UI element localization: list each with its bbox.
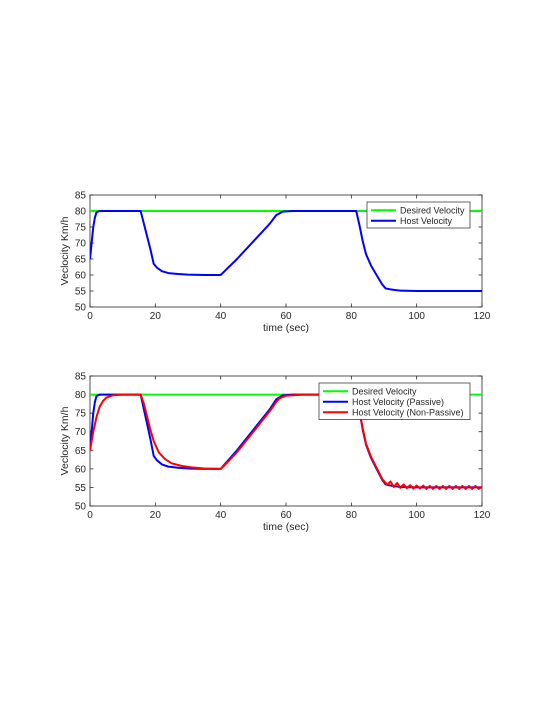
y-tick-label: 55 [75,287,87,298]
x-tick-label: 120 [474,510,491,521]
y-tick-label: 75 [75,409,87,420]
legend-entry: Desired Velocity [352,386,417,396]
x-tick-label: 0 [87,510,93,521]
y-axis-label: Veclocity Km/h [59,406,71,475]
x-axis-label: time (sec) [263,322,309,334]
x-tick-label: 100 [408,311,425,322]
x-tick-label: 40 [215,510,227,521]
series-line-2 [90,210,482,292]
y-tick-label: 70 [75,427,87,438]
x-tick-label: 20 [150,311,162,322]
y-tick-label: 60 [75,464,87,475]
x-tick-label: 80 [346,311,358,322]
y-tick-label: 50 [75,303,87,314]
y-tick-label: 70 [75,239,87,250]
y-tick-label: 80 [75,390,87,401]
y-tick-label: 80 [75,207,87,218]
y-axis-label: Veclocity Km/h [59,216,71,285]
y-tick-label: 50 [75,502,87,513]
x-tick-label: 120 [474,311,491,322]
chart-2: 0 20 40 60 80 100 120 50 55 60 65 70 75 80 85 time (sec… [59,372,491,534]
y-tick-label: 85 [75,191,87,202]
y-tick-label: 60 [75,271,87,282]
legend-box [366,201,471,229]
chart-1: 0 20 40 60 80 100 120 50 55 60 65 70 75 80 85 time (sec… [59,191,491,335]
series-line-3 [90,393,482,490]
legend-entry: Host Velocity (Non-Passive) [352,407,464,417]
x-tick-label: 20 [150,510,162,521]
y-tick-label: 55 [75,483,87,494]
x-tick-label: 100 [408,510,425,521]
x-tick-label: 40 [215,311,227,322]
legend-entry: Host Velocity [400,216,453,226]
x-tick-label: 0 [87,311,93,322]
x-tick-label: 60 [280,311,292,322]
y-tick-label: 85 [75,372,87,383]
legend-entry: Desired Velocity [400,205,465,215]
y-tick-label: 65 [75,255,87,266]
y-tick-label: 75 [75,223,87,234]
x-tick-label: 80 [346,510,358,521]
x-tick-label: 60 [280,510,292,521]
x-axis-label: time (sec) [263,521,309,533]
legend-entry: Host Velocity (Passive) [352,397,444,407]
y-tick-label: 65 [75,446,87,457]
